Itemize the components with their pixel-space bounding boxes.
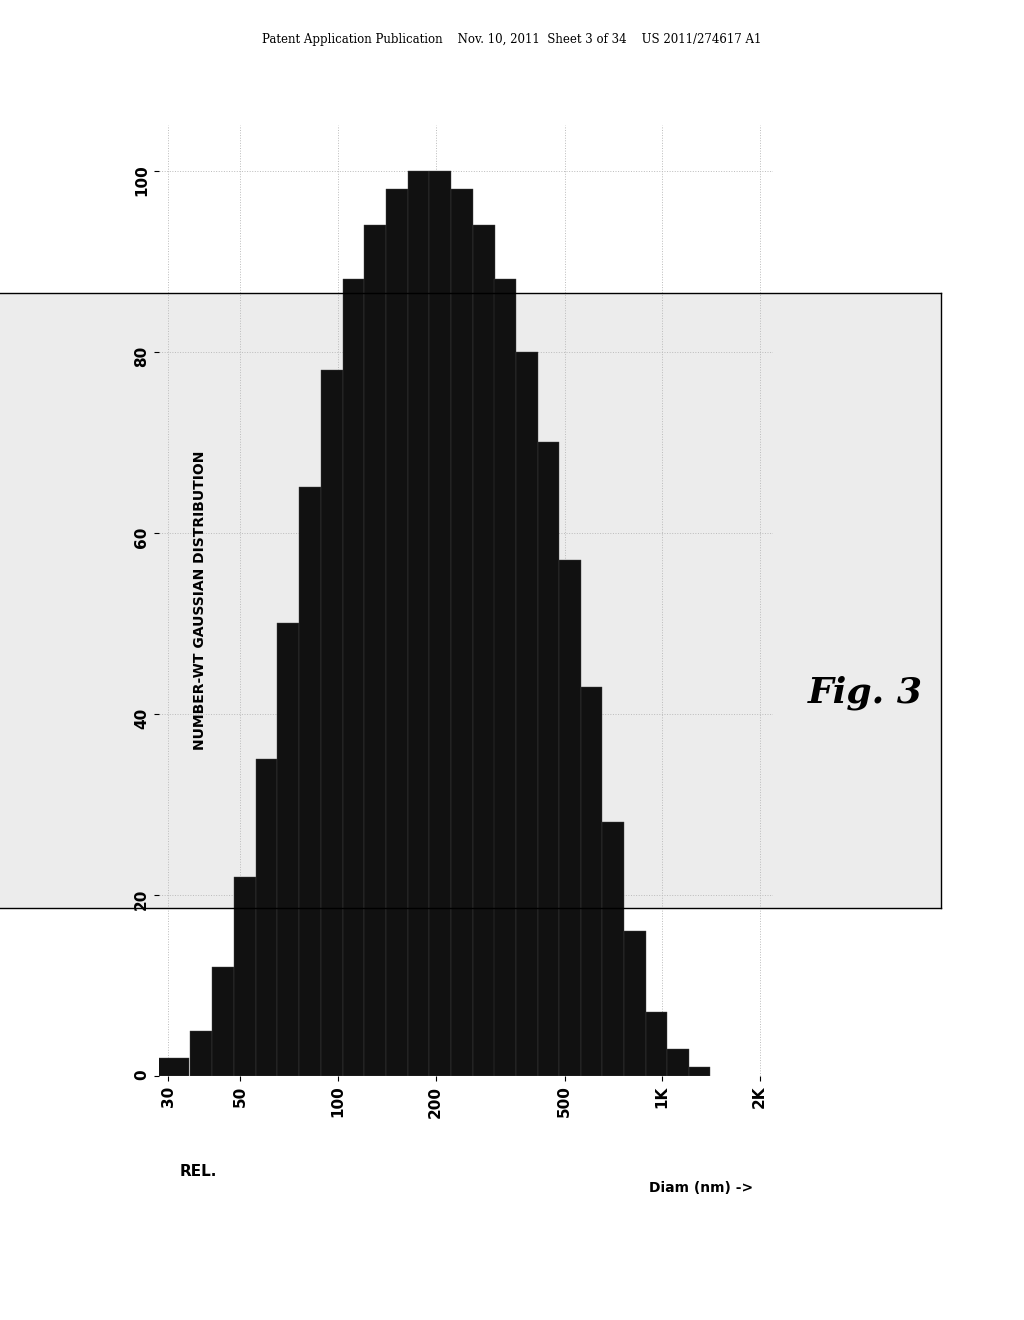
Text: REL.: REL. xyxy=(179,1164,216,1179)
Bar xyxy=(276,623,299,1076)
Bar xyxy=(516,351,538,1076)
Bar xyxy=(668,1048,689,1076)
Bar xyxy=(189,1031,212,1076)
Bar xyxy=(158,1057,189,1076)
Bar xyxy=(322,370,343,1076)
Bar xyxy=(451,189,473,1076)
Bar xyxy=(645,1012,668,1076)
Bar xyxy=(538,442,559,1076)
Bar xyxy=(429,170,452,1076)
Bar xyxy=(256,759,276,1076)
Bar xyxy=(495,280,516,1076)
Bar xyxy=(602,822,624,1076)
Bar xyxy=(365,224,386,1076)
Text: Patent Application Publication    Nov. 10, 2011  Sheet 3 of 34    US 2011/274617: Patent Application Publication Nov. 10, … xyxy=(262,33,762,46)
Bar xyxy=(689,1067,711,1076)
Bar xyxy=(343,280,365,1076)
Bar xyxy=(624,931,646,1076)
Bar xyxy=(299,487,322,1076)
Text: Fig. 3: Fig. 3 xyxy=(808,676,923,710)
Bar xyxy=(559,560,581,1076)
Bar xyxy=(581,686,602,1076)
Text: NUMBER-WT GAUSSIAN DISTRIBUTION: NUMBER-WT GAUSSIAN DISTRIBUTION xyxy=(193,451,207,750)
Bar xyxy=(234,876,256,1076)
Bar xyxy=(408,170,429,1076)
Text: Diam (nm) ->: Diam (nm) -> xyxy=(648,1181,753,1196)
Bar xyxy=(212,968,234,1076)
Bar xyxy=(472,224,495,1076)
Bar xyxy=(386,189,408,1076)
